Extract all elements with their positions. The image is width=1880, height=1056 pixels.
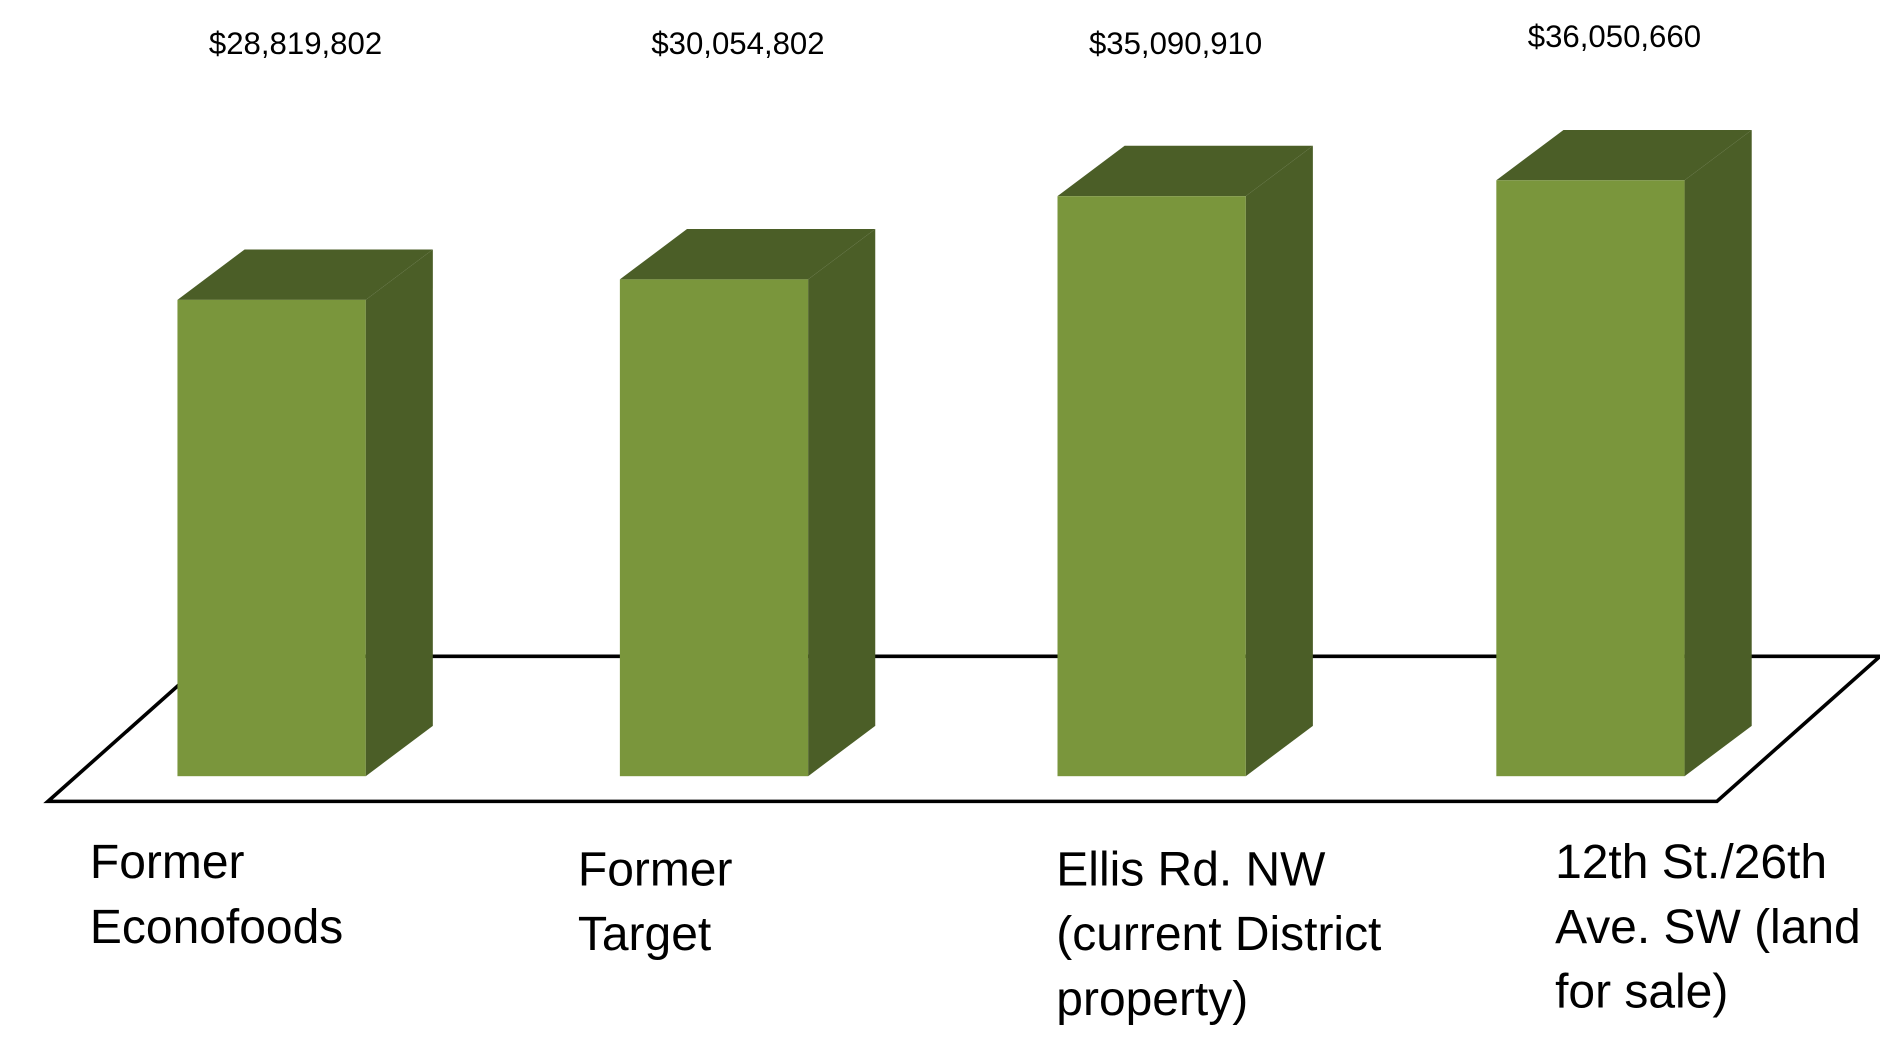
- bar-top: [177, 249, 433, 300]
- value-label: $30,054,802: [651, 26, 824, 61]
- bar: [1057, 145, 1313, 777]
- bar-side: [808, 229, 876, 777]
- category-label: Ellis Rd. NW (current District property): [1056, 843, 1382, 1026]
- bar-top: [1496, 129, 1752, 181]
- category-label: Former Target: [577, 843, 733, 961]
- bar-front: [1496, 180, 1685, 777]
- bar: [1496, 129, 1752, 777]
- category-label-box: Former Target: [577, 843, 733, 961]
- value-label: $35,090,910: [1089, 26, 1262, 61]
- bar-front: [619, 279, 809, 777]
- floor: [43, 654, 1880, 804]
- bar-side: [1684, 129, 1752, 777]
- bar-top: [1057, 145, 1313, 197]
- bar: [619, 229, 876, 777]
- category-label: Former Econofoods: [89, 836, 344, 954]
- category-label-box: Ellis Rd. NW (current District property): [1056, 843, 1382, 1026]
- value-label: $28,819,802: [209, 26, 382, 61]
- category-label-box: 12th St./26th Ave. SW (land for sale): [1555, 836, 1861, 1019]
- bar-front: [1057, 196, 1246, 777]
- value-label: $36,050,660: [1528, 19, 1701, 54]
- bar-top: [619, 229, 876, 280]
- category-label: 12th St./26th Ave. SW (land for sale): [1555, 836, 1861, 1019]
- bar-front: [177, 299, 366, 777]
- bar-side: [1245, 145, 1313, 777]
- bar: [177, 249, 433, 777]
- category-label-box: Former Econofoods: [89, 836, 344, 954]
- bar-side: [365, 249, 433, 777]
